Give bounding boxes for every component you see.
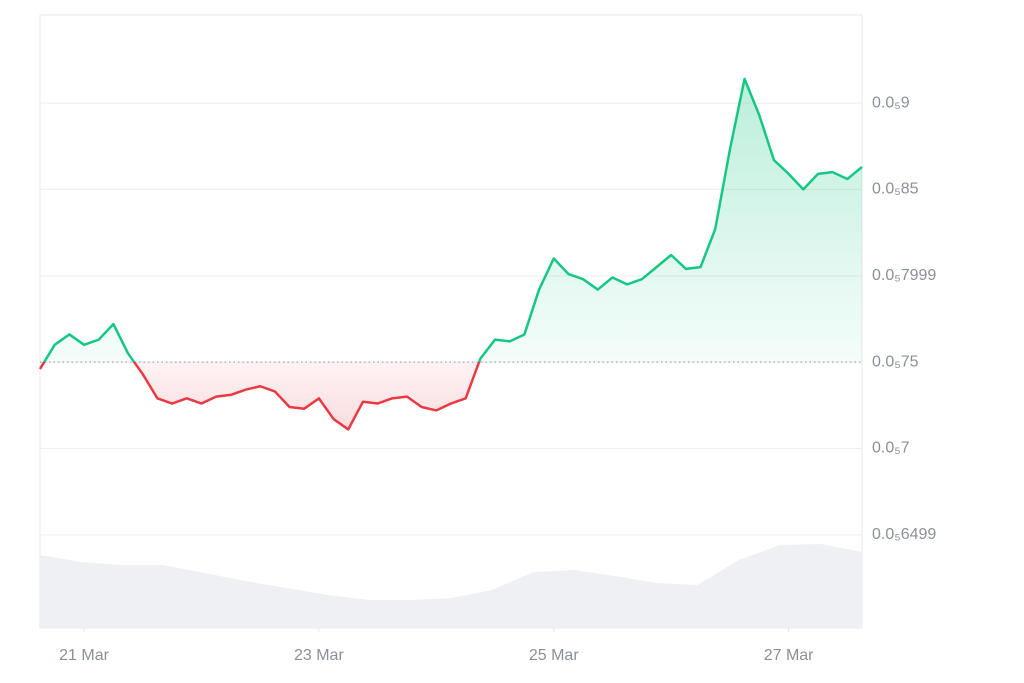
y-tick-label: 0.0₅7 xyxy=(872,440,910,457)
y-tick-label: 0.0₅7999 xyxy=(872,267,936,284)
y-tick-label: 0.0₅6499 xyxy=(872,526,936,543)
x-tick-label: 21 Mar xyxy=(59,647,109,664)
y-tick-label: 0.0₅85 xyxy=(872,181,919,198)
x-tick-label: 25 Mar xyxy=(529,647,579,664)
volume-area xyxy=(40,544,862,628)
price-line xyxy=(38,77,863,431)
y-tick-label: 0.0₅75 xyxy=(872,353,919,370)
y-tick-label: 0.0₅9 xyxy=(872,94,910,111)
price-area xyxy=(40,78,862,430)
x-tick-label: 23 Mar xyxy=(294,647,344,664)
x-tick-label: 27 Mar xyxy=(764,647,814,664)
